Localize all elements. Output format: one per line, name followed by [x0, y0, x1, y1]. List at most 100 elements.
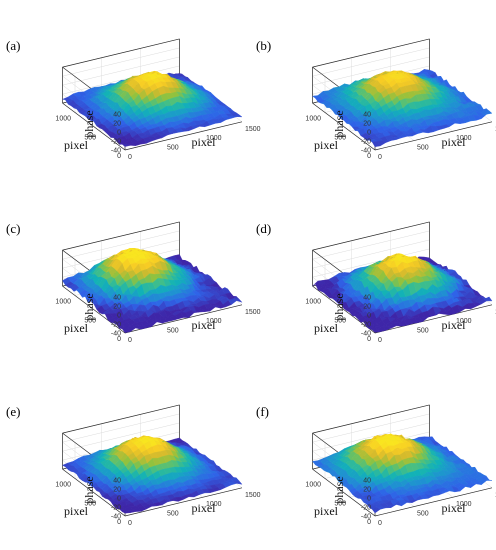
panel-label: (b) — [256, 38, 271, 53]
z-tick-label: 0 — [367, 130, 371, 137]
surface-patch — [233, 114, 243, 118]
phase-surface — [61, 70, 243, 147]
z-tick-label: -40 — [111, 148, 121, 155]
x-tick-label: 0 — [128, 154, 132, 161]
panel-label: (e) — [6, 404, 20, 419]
y-tick-label: 0 — [367, 519, 371, 526]
y-tick-label: 0 — [117, 336, 121, 343]
z-tick-label: 40 — [113, 112, 121, 119]
x-tick-label: 0 — [378, 154, 382, 161]
z-axis-label: phase — [82, 293, 96, 320]
z-tick-label: -40 — [361, 514, 371, 521]
z-tick-label: 20 — [113, 487, 121, 494]
y-tick-label: 500 — [84, 500, 96, 507]
y-tick-label: 1000 — [55, 299, 71, 306]
y-axis-label: pixel — [64, 138, 89, 152]
surface-patch — [233, 297, 243, 303]
x-tick-label: 1000 — [456, 318, 472, 325]
z-tick-label: 40 — [363, 112, 371, 119]
x-tick-label: 1500 — [245, 309, 261, 316]
phase-surface — [312, 253, 493, 333]
z-tick-label: -40 — [361, 148, 371, 155]
phase-surface — [62, 435, 243, 514]
panel-f: 40200-20-4005001000150005001000phasepixe… — [256, 404, 496, 527]
z-tick-label: -20 — [111, 505, 121, 512]
z-tick-label: 40 — [113, 478, 121, 485]
axis-edge — [374, 487, 493, 517]
z-tick-label: 20 — [363, 304, 371, 311]
phase-surface — [311, 69, 493, 148]
z-axis-label: phase — [332, 110, 346, 137]
y-tick-label: 500 — [334, 500, 346, 507]
z-tick-label: 0 — [117, 130, 121, 137]
y-axis-label: pixel — [314, 321, 339, 335]
x-tick-label: 1500 — [245, 126, 261, 133]
z-tick-label: -20 — [361, 139, 371, 146]
x-tick-label: 0 — [378, 337, 382, 344]
axis-edge — [124, 487, 243, 517]
x-tick-label: 1000 — [206, 501, 222, 508]
x-tick-label: 1000 — [206, 135, 222, 142]
axis-edge — [62, 404, 180, 434]
x-tick-label: 1500 — [245, 492, 261, 499]
z-axis-label: phase — [82, 476, 96, 503]
z-tick-label: 0 — [367, 313, 371, 320]
x-tick-label: 500 — [167, 145, 179, 152]
axis-edge — [312, 468, 376, 517]
y-tick-label: 500 — [334, 134, 346, 141]
x-tick-label: 500 — [167, 511, 179, 518]
y-tick-label: 500 — [334, 317, 346, 324]
z-tick-label: 0 — [117, 313, 121, 320]
axis-edge — [312, 221, 430, 251]
y-axis-label: pixel — [314, 504, 339, 518]
axis-edge — [62, 468, 126, 517]
y-tick-label: 1000 — [55, 482, 71, 489]
x-tick-label: 500 — [167, 328, 179, 335]
z-tick-label: -40 — [111, 331, 121, 338]
axis-edge — [312, 404, 430, 434]
y-tick-label: 1000 — [305, 299, 321, 306]
y-tick-label: 500 — [84, 134, 96, 141]
axis-edge — [312, 102, 376, 151]
surface-patch — [483, 479, 493, 481]
y-tick-label: 1000 — [305, 116, 321, 123]
z-tick-label: -20 — [361, 505, 371, 512]
z-axis-label: phase — [82, 110, 96, 137]
y-tick-label: 1000 — [305, 482, 321, 489]
z-tick-label: -40 — [361, 331, 371, 338]
x-tick-label: 0 — [128, 337, 132, 344]
z-tick-label: 40 — [363, 478, 371, 485]
surface-patch — [483, 110, 493, 116]
x-axis-label: pixel — [442, 135, 467, 149]
panel-label: (a) — [6, 38, 20, 53]
y-tick-label: 0 — [367, 153, 371, 160]
z-tick-label: 20 — [363, 487, 371, 494]
y-tick-label: 0 — [367, 336, 371, 343]
z-tick-label: -40 — [111, 514, 121, 521]
z-tick-label: -20 — [361, 322, 371, 329]
z-tick-label: 20 — [113, 121, 121, 128]
panel-label: (f) — [256, 404, 269, 419]
axis-edge — [124, 121, 243, 151]
z-tick-label: 40 — [363, 295, 371, 302]
x-tick-label: 1000 — [456, 501, 472, 508]
y-axis-label: pixel — [64, 321, 89, 335]
axis-edge — [62, 285, 126, 334]
y-axis-label: pixel — [64, 504, 89, 518]
z-tick-label: -20 — [111, 139, 121, 146]
x-axis-label: pixel — [442, 501, 467, 515]
x-axis-label: pixel — [442, 318, 467, 332]
x-tick-label: 500 — [417, 511, 429, 518]
z-axis-label: phase — [332, 293, 346, 320]
axis-edge — [62, 102, 126, 151]
y-tick-label: 500 — [84, 317, 96, 324]
z-tick-label: -20 — [111, 322, 121, 329]
x-tick-label: 500 — [417, 328, 429, 335]
